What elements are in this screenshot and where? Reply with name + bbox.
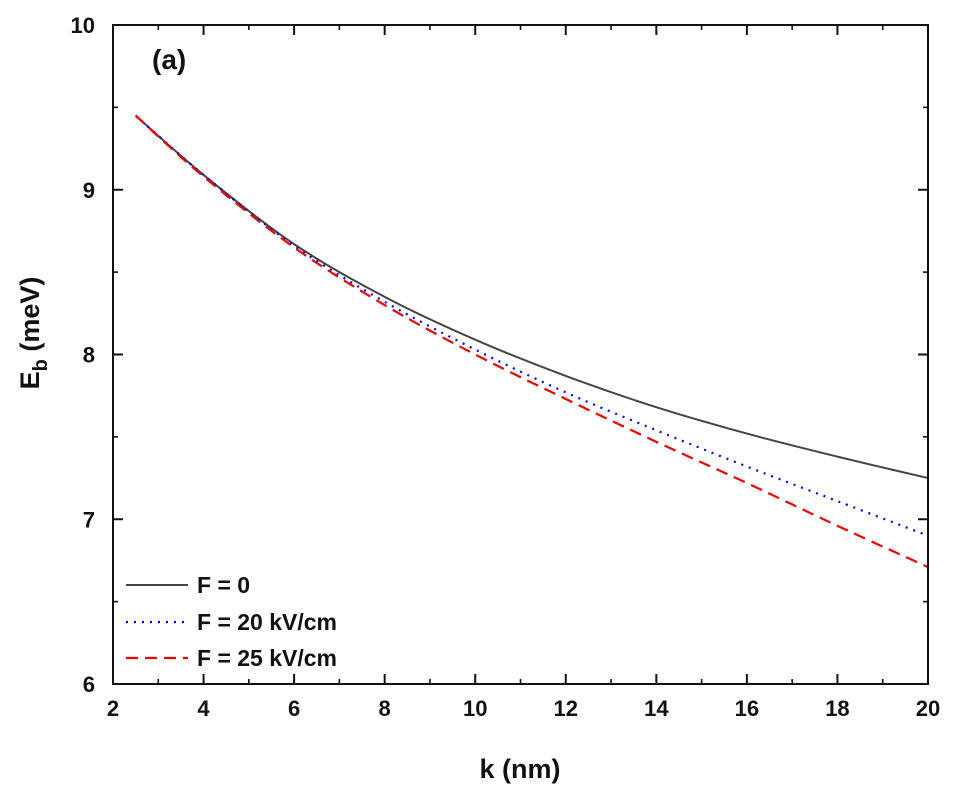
y-tick-label: 10	[71, 13, 95, 38]
series-f25	[134, 114, 929, 569]
y-tick-label: 7	[83, 507, 95, 532]
plot-frame	[112, 24, 929, 685]
y-axis-label-main: E	[15, 371, 45, 389]
legend-label-f20: F = 20 kV/cm	[197, 609, 337, 635]
series-layer	[134, 114, 929, 569]
y-tick-label: 8	[83, 343, 95, 368]
series-f0	[134, 114, 929, 480]
x-tick-label: 2	[107, 696, 119, 721]
x-tick-label: 6	[288, 696, 300, 721]
x-tick-label: 12	[554, 696, 578, 721]
y-axis-label-unit: (meV)	[15, 277, 45, 360]
y-axis-label: Eb (meV)	[15, 277, 52, 390]
y-axis-label-sub: b	[30, 359, 52, 371]
x-tick-label: 10	[463, 696, 487, 721]
legend-label-f0: F = 0	[197, 572, 250, 598]
x-axis-label: k (nm)	[480, 754, 561, 784]
panel-annotation: (a)	[152, 44, 186, 75]
legend-label-f25: F = 25 kV/cm	[197, 645, 337, 671]
x-tick-label: 8	[379, 696, 391, 721]
series-f20	[134, 114, 929, 537]
legend: F = 0 F = 20 kV/cm F = 25 kV/cm	[126, 572, 337, 671]
y-tick-label: 9	[83, 178, 95, 203]
x-tick-label: 18	[825, 696, 849, 721]
y-tick-label: 6	[83, 672, 95, 697]
x-tick-label: 20	[916, 696, 940, 721]
y-tick-labels: 6 7 8 9 10	[71, 13, 95, 697]
x-tick-labels: 2 4 6 8 10 12 14 16 18 20	[107, 696, 940, 721]
x-tick-label: 16	[735, 696, 759, 721]
x-tick-label: 14	[644, 696, 669, 721]
x-tick-label: 4	[197, 696, 210, 721]
